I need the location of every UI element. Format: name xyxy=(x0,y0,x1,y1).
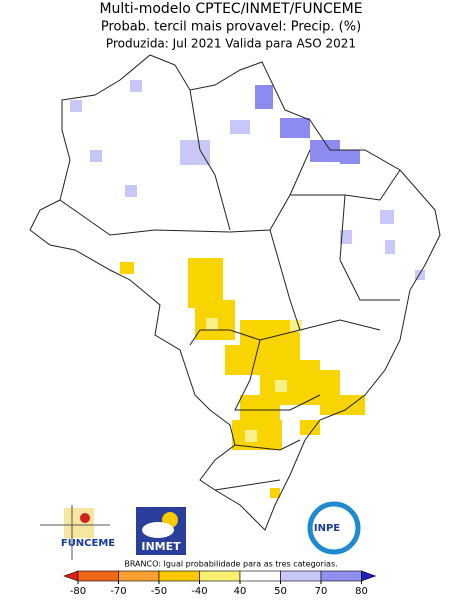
colorbar-arrow xyxy=(63,570,79,582)
inmet-logo: INMET xyxy=(136,507,186,555)
legend-note: BRANCO: Igual probabilidade para as tres… xyxy=(124,560,337,569)
colorbar-tick-label: -80 xyxy=(70,586,86,597)
title: Multi-modelo CPTEC/INMET/FUNCEME xyxy=(99,1,362,17)
brazil-outline xyxy=(29,54,441,531)
colorbar-segment xyxy=(239,570,281,582)
colorbar-tick-label: 50 xyxy=(274,586,287,597)
funceme-logo: FUNCEME xyxy=(40,505,115,560)
colorbar-tick-label: 70 xyxy=(315,586,328,597)
colorbar-tick-label: -40 xyxy=(191,586,207,597)
colorbar-segment xyxy=(158,570,200,582)
colorbar-tick-label: -70 xyxy=(110,586,126,597)
info: Produzida: Jul 2021 Valida para ASO 2021 xyxy=(106,37,356,51)
logo-text: INPE xyxy=(314,523,340,534)
colorbar-segment xyxy=(320,570,362,582)
colorbar-segment xyxy=(118,570,160,582)
colorbar-tick-label: 80 xyxy=(355,586,368,597)
colorbar: -80 -70 -50 -40 40 50 70 80 xyxy=(63,570,377,597)
logo-text: FUNCEME xyxy=(61,538,115,549)
colorbar-segment xyxy=(199,570,241,582)
subtitle: Probab. tercil mais provavel: Precip. (%… xyxy=(101,20,361,35)
logo-text: INMET xyxy=(141,540,181,553)
colorbar-tick-label: -50 xyxy=(151,586,167,597)
inpe-logo: INPE xyxy=(307,501,361,555)
colorbar-tick-label: 40 xyxy=(234,586,247,597)
colorbar-segment xyxy=(280,570,322,582)
colorbar-segment xyxy=(77,570,119,582)
anomaly-cells xyxy=(70,80,425,498)
colorbar-arrow xyxy=(361,570,377,582)
